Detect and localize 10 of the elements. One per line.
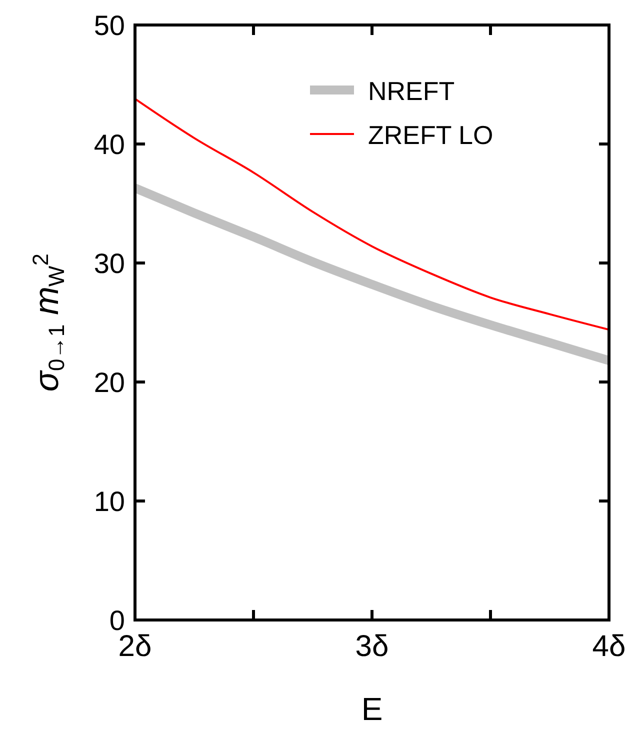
y-tick-label: 20 xyxy=(94,367,125,398)
y-tick-label: 10 xyxy=(94,486,125,517)
y-tick-label: 50 xyxy=(94,10,125,41)
x-tick-label: 3δ xyxy=(355,630,389,663)
y-tick-label: 30 xyxy=(94,248,125,279)
x-axis-title: E xyxy=(361,691,383,727)
y-tick-label: 40 xyxy=(94,129,125,160)
x-tick-label: 4δ xyxy=(592,630,626,663)
legend-label: NREFT xyxy=(368,76,455,106)
legend-label: ZREFT LO xyxy=(368,120,494,150)
